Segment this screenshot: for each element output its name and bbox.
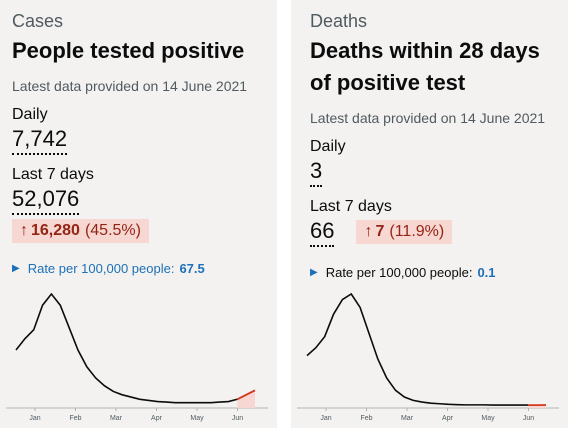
- x-tick-label: Apr: [442, 415, 454, 422]
- card-title-line[interactable]: of positive test: [310, 70, 466, 95]
- card-title[interactable]: Deaths within 28 days of positive test: [310, 35, 556, 99]
- week-label: Last 7 days: [310, 198, 392, 215]
- deaths-chart: Jan Feb Mar Apr May Jun: [297, 292, 559, 422]
- daily-label: Daily: [310, 138, 346, 155]
- change-percent: (45.5%): [84, 222, 141, 239]
- deaths-card: Deaths Deaths within 28 days of positive…: [291, 0, 568, 428]
- cases-chart: Jan Feb Mar Apr May Jun: [6, 292, 268, 422]
- x-tick-label: May: [190, 415, 204, 422]
- daily-value[interactable]: 7,742: [12, 126, 68, 155]
- x-tick-label: Mar: [401, 415, 414, 422]
- x-tick-label: Jan: [29, 415, 40, 422]
- x-tick-label: May: [481, 415, 495, 422]
- x-tick-label: Apr: [151, 415, 163, 422]
- rate-label[interactable]: Rate per 100,000 people:: [325, 265, 473, 280]
- week-value[interactable]: 52,076: [12, 186, 80, 215]
- daily-label: Daily: [12, 106, 48, 123]
- card-title-line[interactable]: Deaths within 28 days: [310, 38, 540, 63]
- daily-value[interactable]: 3: [310, 158, 323, 187]
- chart-series-line: [15, 292, 238, 404]
- rate-toggle[interactable]: ▶ Rate per 100,000 people: 67.5: [12, 261, 265, 276]
- rate-label[interactable]: Rate per 100,000 people:: [27, 261, 175, 276]
- rate-value: 0.1: [477, 265, 496, 280]
- change-absolute: 16,280: [31, 222, 80, 239]
- arrow-up-icon: ↑: [20, 222, 28, 239]
- rate-value: 67.5: [179, 261, 205, 276]
- card-caption: Cases: [12, 11, 64, 31]
- change-absolute: 7: [375, 223, 385, 240]
- week-label: Last 7 days: [12, 166, 94, 183]
- cases-card: Cases People tested positive Latest data…: [0, 0, 277, 428]
- chart-series-line: [306, 292, 529, 406]
- x-tick-label: Mar: [110, 415, 123, 422]
- card-title-line[interactable]: People tested positive: [12, 38, 245, 63]
- rate-toggle[interactable]: ▶ Rate per 100,000 people: 0.1: [310, 265, 556, 280]
- card-caption: Deaths: [310, 11, 368, 31]
- triangle-right-icon: ▶: [12, 263, 20, 274]
- arrow-up-icon: ↑: [364, 223, 373, 240]
- x-tick-label: Jan: [320, 415, 331, 422]
- last-updated: Latest data provided on 14 June 2021: [310, 110, 546, 126]
- change-percent: (11.9%): [389, 223, 445, 240]
- chart-highlight-area: [237, 390, 255, 408]
- change-badge: ↑ 16,280 (45.5%): [12, 219, 149, 243]
- card-title[interactable]: People tested positive: [12, 35, 265, 67]
- week-value[interactable]: 66: [310, 218, 335, 247]
- change-badge: ↑ 7 (11.9%): [356, 220, 453, 244]
- x-tick-label: Feb: [69, 415, 81, 422]
- x-tick-label: Jun: [232, 415, 243, 422]
- chart-highlight-line: [236, 389, 256, 401]
- x-tick-label: Jun: [523, 415, 534, 422]
- last-updated: Latest data provided on 14 June 2021: [12, 78, 248, 94]
- x-tick-label: Feb: [360, 415, 372, 422]
- triangle-right-icon: ▶: [310, 267, 318, 278]
